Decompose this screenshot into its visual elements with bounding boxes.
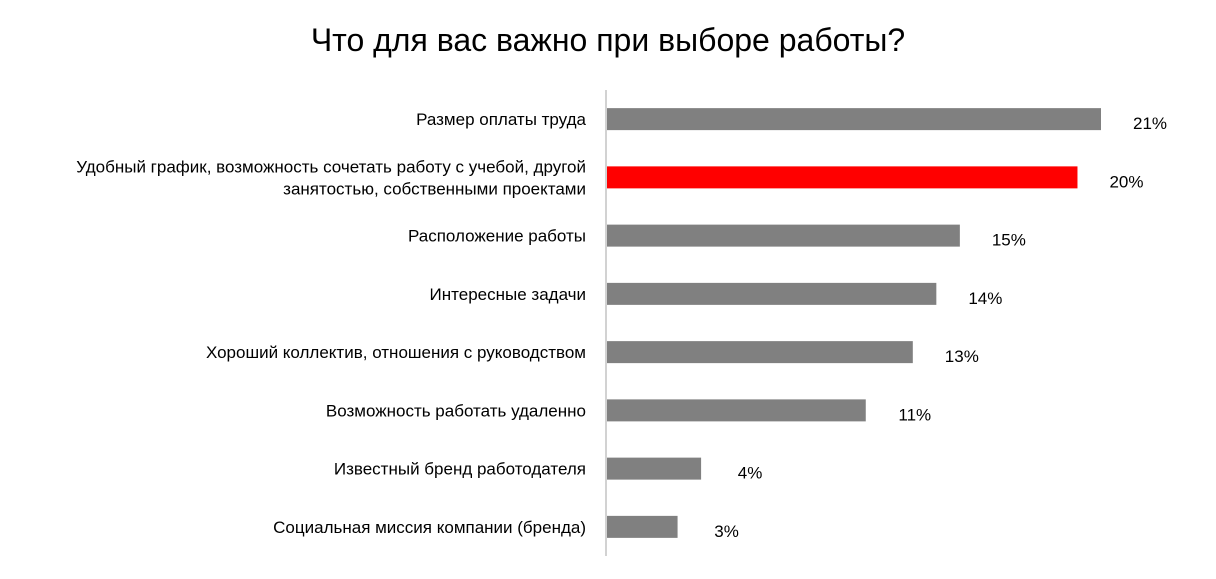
category-label-line: Социальная миссия компании (бренда) — [273, 518, 586, 537]
value-label-8: 3% — [714, 522, 739, 541]
chart-title: Что для вас важно при выборе работы? — [310, 22, 906, 58]
category-label-line: Возможность работать удаленно — [326, 401, 586, 420]
category-label-5: Хороший коллектив, отношения с руководст… — [206, 343, 586, 362]
bar-2 — [607, 166, 1078, 189]
category-label-line: Размер оплаты труда — [416, 110, 586, 129]
bars — [607, 108, 1101, 538]
category-labels: Размер оплаты труда Удобный график, возмо… — [76, 110, 586, 537]
category-label-line: Хороший коллектив, отношения с руководст… — [206, 343, 586, 362]
category-label-3: Расположение работы — [408, 227, 586, 246]
category-label-line: Удобный график, возможность сочетать раб… — [76, 157, 586, 176]
category-label-7: Известный бренд работодателя — [334, 460, 586, 479]
value-label-1: 21% — [1133, 114, 1167, 133]
category-label-line: занятостью, собственными проектами — [283, 179, 586, 198]
value-labels: 21% 20% 15% 14% 13% 11% 4% 3% — [714, 114, 1167, 541]
value-label-3: 15% — [992, 231, 1026, 250]
value-label-5: 13% — [945, 347, 979, 366]
bar-3 — [607, 224, 960, 247]
category-label-2: Удобный график, возможность сочетать раб… — [76, 157, 586, 198]
bar-1 — [607, 108, 1101, 131]
value-label-6: 11% — [898, 405, 931, 424]
category-label-line: Известный бренд работодателя — [334, 460, 586, 479]
bar-6 — [607, 399, 866, 422]
value-label-2: 20% — [1109, 172, 1143, 191]
category-label-1: Размер оплаты труда — [416, 110, 586, 129]
value-label-4: 14% — [968, 289, 1002, 308]
bar-7 — [607, 457, 702, 480]
bar-8 — [607, 515, 678, 538]
bar-4 — [607, 282, 937, 305]
category-label-6: Возможность работать удаленно — [326, 401, 586, 420]
value-label-7: 4% — [738, 464, 763, 483]
bar-5 — [607, 341, 913, 364]
category-label-line: Интересные задачи — [430, 285, 586, 304]
category-label-8: Социальная миссия компании (бренда) — [273, 518, 586, 537]
category-label-4: Интересные задачи — [430, 285, 586, 304]
category-label-line: Расположение работы — [408, 227, 586, 246]
